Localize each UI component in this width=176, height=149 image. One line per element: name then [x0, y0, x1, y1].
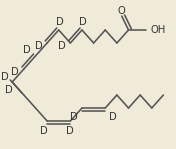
- Text: OH: OH: [151, 25, 166, 35]
- Text: D: D: [58, 41, 65, 51]
- Text: D: D: [67, 126, 74, 136]
- Text: D: D: [11, 67, 19, 77]
- Text: O: O: [118, 6, 126, 16]
- Text: D: D: [70, 112, 78, 122]
- Text: D: D: [79, 17, 87, 27]
- Text: D: D: [56, 17, 64, 27]
- Text: D: D: [1, 72, 8, 82]
- Text: D: D: [23, 45, 31, 55]
- Text: D: D: [109, 112, 117, 122]
- Text: D: D: [40, 126, 48, 136]
- Text: D: D: [5, 85, 13, 95]
- Text: D: D: [34, 41, 42, 51]
